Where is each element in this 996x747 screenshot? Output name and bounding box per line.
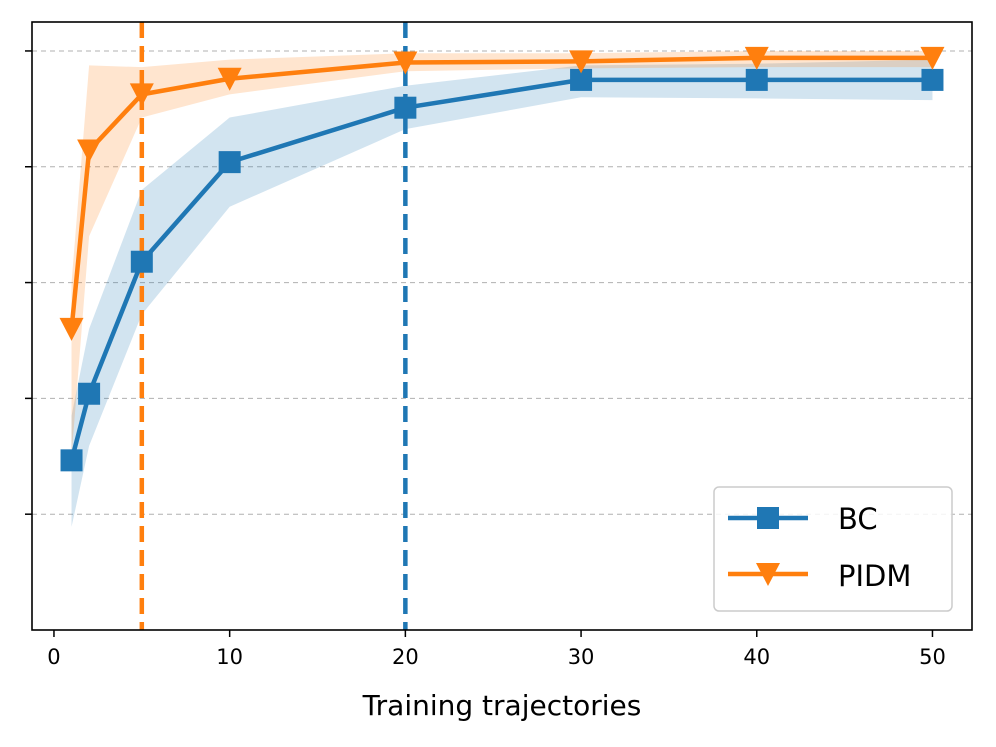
x-tick-label: 20	[392, 645, 419, 669]
band-bc	[71, 59, 933, 527]
point-pidm	[393, 51, 418, 75]
confidence-bands	[71, 50, 933, 527]
point-bc	[130, 250, 153, 273]
legend: BC PIDM	[713, 486, 953, 612]
point-bc	[570, 68, 593, 91]
point-pidm	[569, 50, 594, 74]
x-tick-label: 40	[743, 645, 770, 669]
grid-layer	[32, 50, 972, 515]
legend-bc-label: BC	[838, 502, 878, 536]
legend-pidm-label: PIDM	[838, 559, 911, 593]
x-tick-label: 50	[919, 645, 946, 669]
point-pidm	[744, 46, 769, 70]
legend-frame	[713, 486, 953, 612]
point-bc	[745, 68, 768, 91]
point-pidm	[217, 67, 242, 91]
x-tick-label: 0	[47, 645, 60, 669]
point-pidm	[129, 83, 154, 107]
band-pidm	[71, 50, 933, 457]
series-layer	[59, 46, 945, 472]
x-axis-label: Training trajectories	[362, 689, 642, 722]
plot-frame	[31, 21, 973, 631]
legend-pidm-marker	[756, 563, 780, 586]
point-pidm	[920, 46, 945, 70]
point-bc	[921, 68, 944, 91]
x-tick-label: 30	[568, 645, 595, 669]
vertical-reference-lines	[139, 22, 408, 630]
point-bc	[218, 151, 241, 174]
point-pidm	[59, 317, 84, 341]
point-bc	[60, 449, 83, 472]
point-pidm	[77, 139, 102, 163]
x-tick-label: 10	[216, 645, 243, 669]
point-bc	[394, 96, 417, 119]
series-line-bc	[69, 77, 933, 461]
legend-bc-marker	[757, 507, 779, 529]
point-bc	[78, 382, 101, 405]
axis-ticks: 0 10 20 30 40 50	[25, 50, 946, 669]
